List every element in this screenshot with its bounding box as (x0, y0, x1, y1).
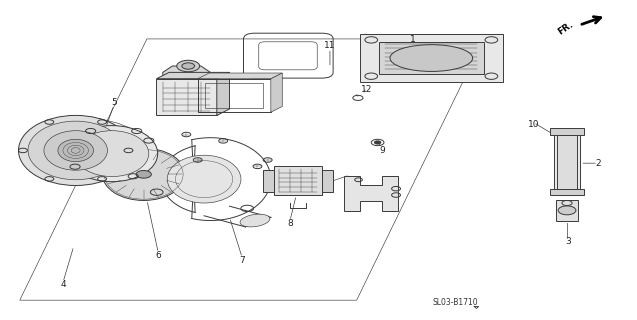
Polygon shape (157, 72, 229, 79)
Circle shape (375, 141, 381, 144)
Bar (555, 200, 578, 220)
Circle shape (136, 171, 152, 178)
Text: FR.: FR. (556, 20, 575, 37)
Bar (557, 134, 576, 190)
Text: 10: 10 (527, 120, 539, 130)
Bar (550, 189, 583, 195)
Text: 2: 2 (596, 159, 601, 168)
Bar (157, 79, 217, 116)
Polygon shape (197, 73, 282, 79)
Text: 9: 9 (379, 146, 385, 155)
Bar (379, 42, 483, 74)
Ellipse shape (66, 125, 158, 182)
Ellipse shape (44, 131, 108, 170)
Text: SL03-B1710: SL03-B1710 (433, 298, 478, 307)
Text: 4: 4 (60, 280, 66, 289)
Ellipse shape (103, 148, 185, 200)
Text: 1: 1 (410, 35, 415, 44)
Polygon shape (322, 170, 333, 192)
Text: 8: 8 (287, 219, 293, 228)
Text: 6: 6 (155, 251, 161, 260)
Circle shape (558, 206, 576, 215)
Ellipse shape (390, 45, 473, 71)
Bar (360, 34, 503, 82)
Text: 7: 7 (240, 256, 245, 265)
Polygon shape (344, 176, 398, 211)
Circle shape (176, 60, 199, 72)
Text: 12: 12 (361, 85, 372, 94)
Ellipse shape (28, 121, 124, 180)
Bar (205, 83, 263, 108)
Bar (274, 166, 322, 195)
Bar (550, 128, 583, 134)
Polygon shape (271, 73, 282, 112)
Circle shape (182, 63, 194, 69)
Bar (554, 130, 580, 195)
Polygon shape (262, 170, 274, 192)
Bar (197, 79, 271, 112)
Polygon shape (217, 72, 229, 116)
Text: 11: 11 (324, 41, 336, 51)
Ellipse shape (168, 155, 241, 203)
Text: 5: 5 (111, 98, 117, 107)
Ellipse shape (75, 131, 149, 177)
Polygon shape (163, 66, 210, 79)
Ellipse shape (58, 139, 94, 162)
Text: 3: 3 (565, 237, 571, 246)
Ellipse shape (240, 214, 270, 227)
Ellipse shape (18, 116, 133, 186)
